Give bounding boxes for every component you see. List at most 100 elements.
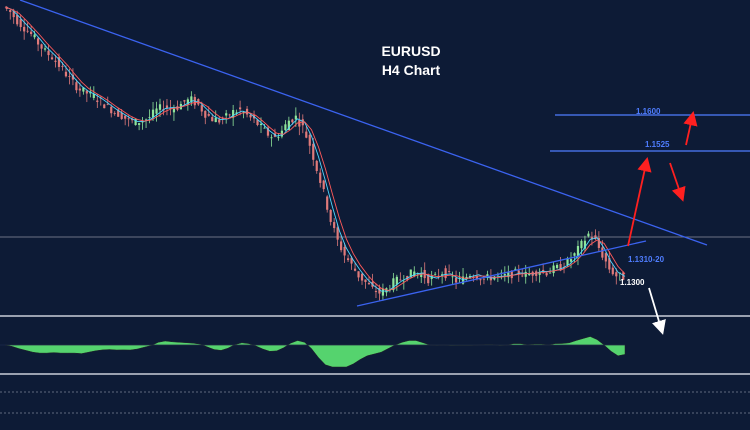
candle-body <box>138 123 141 125</box>
candle-body <box>92 93 95 98</box>
candle-body <box>555 264 559 268</box>
candle-body <box>510 270 513 279</box>
candle-body <box>64 71 68 77</box>
candle-body <box>30 31 33 35</box>
candle-body <box>61 65 64 67</box>
candle-body <box>576 246 580 257</box>
candle-body <box>232 110 235 118</box>
candle-body <box>430 275 433 279</box>
oscillator-panel <box>0 336 626 368</box>
candle-body <box>12 11 15 18</box>
candle-body <box>350 257 353 264</box>
candle-body <box>587 233 590 237</box>
candle-body <box>57 57 61 67</box>
moving-average-slow <box>4 6 626 291</box>
candle-body <box>120 112 123 119</box>
price-levels: 1.1600 1.1525 1.1310-20 1.1300 <box>550 107 750 287</box>
candle-body <box>190 96 193 103</box>
candle-body <box>225 113 228 116</box>
candle-body <box>542 269 545 272</box>
candlesticks <box>5 5 625 301</box>
projection-arrows <box>627 110 698 335</box>
candle-body <box>615 272 618 277</box>
candle-body <box>242 112 245 113</box>
candle-body <box>374 291 378 293</box>
candle-body <box>545 273 548 276</box>
candle-body <box>343 247 346 256</box>
ascending-trendline <box>356 240 647 307</box>
candle-body <box>214 117 217 123</box>
candle-body <box>249 114 252 118</box>
candle-body <box>409 269 412 278</box>
candle-body <box>524 271 527 277</box>
candle-body <box>211 117 214 122</box>
candle-body <box>346 258 350 261</box>
candle-body <box>434 273 437 275</box>
candle-body <box>124 115 127 119</box>
candle-body <box>54 60 57 62</box>
arrow-down-pullback <box>669 162 686 202</box>
candle-body <box>381 288 385 296</box>
arrow-down-alternative <box>648 287 666 335</box>
candle-body <box>172 108 176 113</box>
candle-body <box>26 30 29 32</box>
candle-body <box>444 268 447 279</box>
candle-body <box>19 19 22 28</box>
candle-body <box>336 227 339 240</box>
candle-body <box>235 112 238 114</box>
candle-body <box>322 180 325 190</box>
candle-body <box>16 15 19 25</box>
candle-body <box>50 57 54 60</box>
candle-body <box>113 113 116 114</box>
candle-body <box>82 87 85 92</box>
candle-body <box>9 9 12 13</box>
candle-body <box>256 119 259 125</box>
candle-body <box>364 279 367 283</box>
candle-body <box>528 273 531 276</box>
level-label-1: 1.1525 <box>645 140 670 149</box>
candle-body <box>33 34 36 38</box>
candle-body <box>420 273 423 278</box>
candle-body <box>448 271 451 272</box>
candle-body <box>23 26 26 32</box>
candle-body <box>207 114 210 116</box>
candle-body <box>183 100 186 102</box>
candle-body <box>165 105 169 109</box>
candle-body <box>270 137 273 139</box>
candle-body <box>277 137 280 139</box>
candle-body <box>333 222 336 229</box>
level-label-0: 1.1600 <box>636 107 661 116</box>
candle-body <box>503 274 506 276</box>
candle-body <box>68 76 71 77</box>
candle-body <box>263 127 266 129</box>
candle-body <box>131 118 134 121</box>
candle-body <box>360 273 364 281</box>
candle-body <box>259 123 263 126</box>
candle-body <box>78 88 81 91</box>
candle-body <box>218 119 221 123</box>
descending-trendline <box>19 0 708 246</box>
chart-subtitle: H4 Chart <box>382 62 441 78</box>
candle-body <box>204 110 207 118</box>
candle-body <box>200 105 203 112</box>
candle-body <box>399 279 402 281</box>
candle-body <box>611 267 614 275</box>
candle-body <box>395 276 398 285</box>
candle-body <box>110 106 113 114</box>
candle-body <box>239 107 242 110</box>
candle-body <box>103 104 106 109</box>
candle-body <box>594 235 597 240</box>
candle-body <box>106 103 109 105</box>
oscillator-histogram <box>4 336 626 368</box>
candle-body <box>36 38 40 45</box>
candle-body <box>573 253 576 256</box>
candle-body <box>319 172 322 183</box>
candle-body <box>604 253 607 262</box>
candle-body <box>454 277 458 283</box>
candle-body <box>507 271 510 278</box>
candle-body <box>40 44 43 49</box>
candle-body <box>127 118 130 120</box>
candle-body <box>559 264 562 271</box>
